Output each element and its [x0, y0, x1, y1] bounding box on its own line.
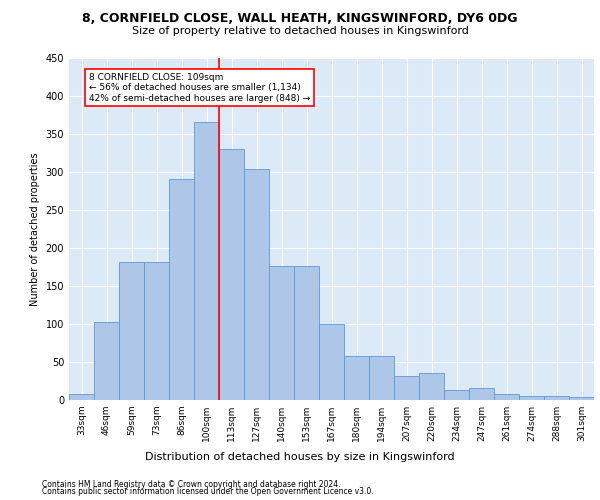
Bar	[194, 122, 219, 400]
Bar	[69, 394, 94, 400]
Bar	[394, 376, 419, 400]
Bar	[94, 322, 119, 400]
Text: Distribution of detached houses by size in Kingswinford: Distribution of detached houses by size …	[145, 452, 455, 462]
Bar	[369, 356, 394, 400]
Bar	[144, 262, 169, 400]
Text: Contains HM Land Registry data © Crown copyright and database right 2024.: Contains HM Land Registry data © Crown c…	[42, 480, 341, 489]
Bar	[319, 324, 344, 400]
Bar	[119, 262, 144, 400]
Bar	[219, 149, 244, 400]
Text: 8 CORNFIELD CLOSE: 109sqm
← 56% of detached houses are smaller (1,134)
42% of se: 8 CORNFIELD CLOSE: 109sqm ← 56% of detac…	[89, 72, 310, 102]
Bar	[519, 396, 544, 400]
Bar	[419, 374, 444, 400]
Y-axis label: Number of detached properties: Number of detached properties	[30, 152, 40, 306]
Text: 8, CORNFIELD CLOSE, WALL HEATH, KINGSWINFORD, DY6 0DG: 8, CORNFIELD CLOSE, WALL HEATH, KINGSWIN…	[82, 12, 518, 24]
Text: Contains public sector information licensed under the Open Government Licence v3: Contains public sector information licen…	[42, 487, 374, 496]
Text: Size of property relative to detached houses in Kingswinford: Size of property relative to detached ho…	[131, 26, 469, 36]
Bar	[469, 388, 494, 400]
Bar	[344, 356, 369, 400]
Bar	[444, 390, 469, 400]
Bar	[269, 266, 294, 400]
Bar	[569, 397, 594, 400]
Bar	[169, 180, 194, 400]
Bar	[494, 394, 519, 400]
Bar	[244, 170, 269, 400]
Bar	[544, 396, 569, 400]
Bar	[294, 266, 319, 400]
